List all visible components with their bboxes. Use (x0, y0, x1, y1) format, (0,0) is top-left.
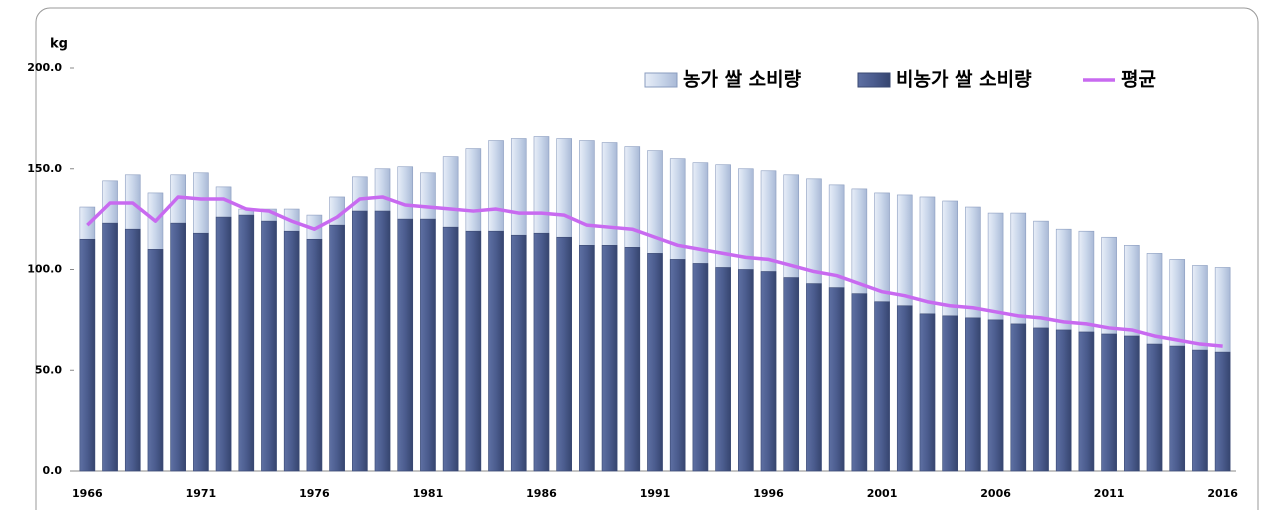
x-tick-label: 1996 (753, 487, 784, 500)
bar (442, 226, 459, 472)
bar (124, 228, 141, 472)
legend-label: 비농가 쌀 소비량 (896, 69, 1032, 91)
bar (624, 247, 641, 472)
bar (170, 222, 186, 472)
bar (1101, 333, 1117, 472)
line (86, 195, 1223, 348)
bar (760, 271, 777, 472)
bar (647, 253, 663, 472)
legend-swatch (644, 72, 678, 88)
bar (601, 245, 618, 472)
bar (806, 283, 822, 472)
y-tick-label: 0.0 (43, 464, 63, 477)
bar (420, 218, 436, 472)
bar (102, 222, 118, 472)
bar (579, 245, 595, 472)
bar (942, 315, 958, 472)
bar (896, 305, 913, 472)
bar (1033, 327, 1049, 472)
bar (1146, 343, 1163, 472)
bar (147, 249, 164, 472)
bar (1078, 331, 1095, 472)
bar (352, 210, 368, 472)
bar (1169, 345, 1186, 472)
bar (374, 210, 391, 472)
bar (510, 234, 527, 472)
bar (465, 230, 482, 472)
legend: 농가 쌀 소비량 비농가 쌀 소비량 평균 (644, 69, 1156, 91)
bar (397, 218, 414, 472)
bar (919, 313, 936, 472)
bar (306, 238, 323, 472)
bar (715, 267, 731, 472)
bar (238, 214, 255, 472)
bar (283, 230, 300, 472)
bar (261, 220, 277, 472)
x-tick-label: 1976 (299, 487, 330, 500)
bar (329, 224, 345, 472)
bar (556, 236, 572, 472)
bar (669, 259, 686, 472)
x-tick-label: 1991 (640, 487, 671, 500)
legend-label: 농가 쌀 소비량 (683, 69, 802, 91)
bar (533, 232, 550, 472)
bar (851, 293, 868, 472)
x-tick-label: 2006 (980, 487, 1011, 500)
bar (1055, 329, 1072, 472)
x-tick-label: 1971 (186, 487, 217, 500)
bar (783, 277, 800, 472)
bar (874, 301, 890, 472)
y-tick-label: 200.0 (27, 61, 62, 74)
x-tick-label: 1981 (413, 487, 444, 500)
y-tick-label: 150.0 (27, 162, 62, 175)
bar (738, 269, 754, 472)
bar (1124, 335, 1140, 472)
legend-swatch (857, 72, 891, 88)
y-tick-label: 50.0 (35, 363, 62, 376)
y-axis-label: kg (50, 37, 68, 52)
bar (828, 287, 845, 472)
x-tick-label: 1966 (72, 487, 103, 500)
x-tick-label: 2011 (1094, 487, 1125, 500)
bar (1192, 349, 1208, 472)
bar (965, 317, 981, 472)
bar (193, 232, 209, 472)
x-tick-label: 2001 (867, 487, 898, 500)
x-tick-label: 1986 (526, 487, 557, 500)
bar (488, 230, 504, 472)
bar (1010, 323, 1027, 472)
legend-label: 평균 (1121, 69, 1156, 91)
bar (987, 319, 1004, 472)
bar (1214, 351, 1231, 472)
bar (79, 238, 96, 472)
y-tick-label: 100.0 (27, 263, 62, 276)
bar (692, 263, 709, 472)
bar (215, 216, 232, 472)
x-tick-label: 2016 (1207, 487, 1238, 500)
